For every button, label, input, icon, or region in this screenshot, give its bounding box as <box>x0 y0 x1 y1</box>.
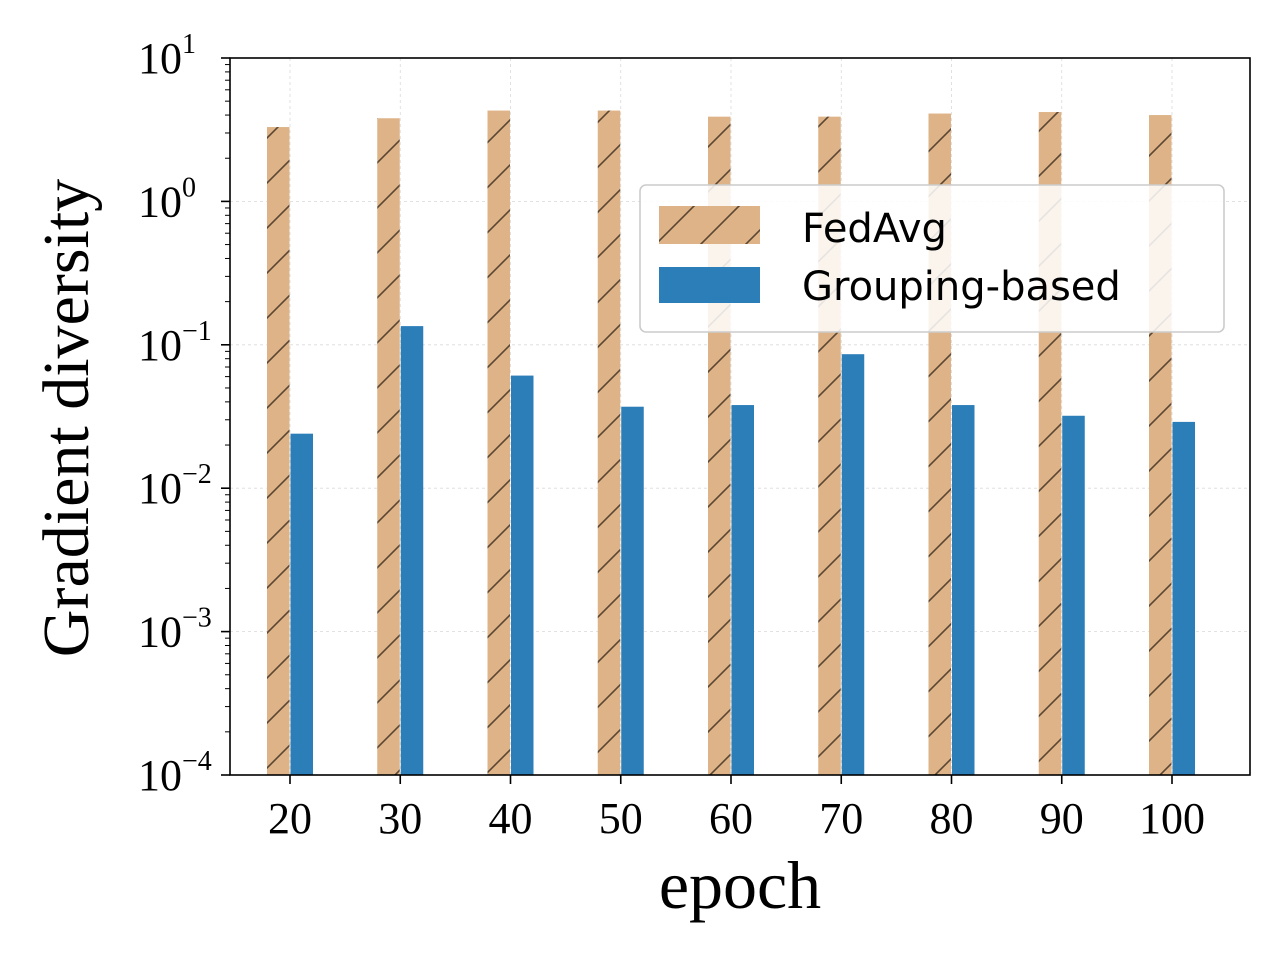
y-tick-label: 101 <box>138 29 196 83</box>
legend-label-fedavg: FedAvg <box>802 206 947 252</box>
bar-grouping-based-30 <box>400 326 424 775</box>
bar-fedavg-20 <box>267 127 290 775</box>
y-ticks: 101 100 10−1 10−2 10−3 10−4 <box>138 29 230 800</box>
y-tick-label: 10−2 <box>138 459 212 513</box>
x-tick-label: 100 <box>1139 794 1205 843</box>
x-tick-label: 70 <box>819 794 863 843</box>
bars <box>267 110 1195 776</box>
x-tick-label: 30 <box>378 794 422 843</box>
bar-grouping-based-20 <box>290 433 313 775</box>
x-tick-label: 90 <box>1040 794 1084 843</box>
legend-box <box>639 184 1225 333</box>
x-tick-label: 50 <box>599 794 643 843</box>
bar-grouping-based-40 <box>511 375 534 775</box>
bar-grouping-based-80 <box>952 405 975 775</box>
x-tick-label: 40 <box>489 794 533 843</box>
y-tick-label: 10−4 <box>138 746 212 800</box>
y-axis-title: Gradient diversity <box>30 179 103 657</box>
x-axis-title: epoch <box>659 847 821 923</box>
plot-frame <box>229 57 1251 776</box>
bar-fedavg-50 <box>597 110 621 776</box>
y-tick-label: 10−3 <box>138 603 212 657</box>
legend-swatch-grouping-based <box>659 267 760 303</box>
bar-fedavg-30 <box>377 118 400 775</box>
bar-fedavg-40 <box>487 110 510 776</box>
legend-swatch-fedavg <box>659 206 760 244</box>
bar-grouping-based-50 <box>621 406 644 775</box>
bar-grouping-based-70 <box>841 354 865 775</box>
bar-grouping-based-90 <box>1062 415 1085 775</box>
x-tick-label: 20 <box>268 794 312 843</box>
legend-label-grouping-based: Grouping-based <box>802 264 1121 310</box>
x-tick-label: 60 <box>709 794 753 843</box>
y-tick-label: 10−1 <box>138 316 212 370</box>
bar-grouping-based-60 <box>731 405 754 775</box>
y-tick-label: 100 <box>138 172 196 226</box>
axes <box>229 57 1251 776</box>
legend: FedAvg Grouping-based <box>639 184 1225 333</box>
bar-grouping-based-100 <box>1172 421 1195 775</box>
x-ticks: 20 30 40 50 60 70 80 90 100 <box>268 775 1205 843</box>
x-tick-label: 80 <box>930 794 974 843</box>
